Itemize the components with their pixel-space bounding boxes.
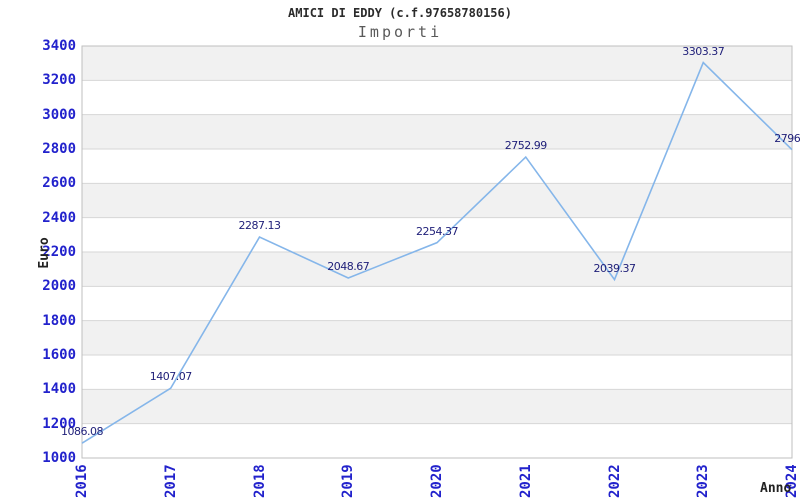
y-tick-label: 2200	[42, 244, 76, 260]
y-tick-label: 1200	[42, 415, 76, 432]
y-axis-title: Euro	[37, 237, 52, 269]
point-label: 2039.37	[593, 261, 637, 275]
point-label: 2796.1	[774, 131, 800, 145]
point-label: 3303.37	[682, 44, 725, 58]
y-tick-label: 3000	[42, 106, 76, 123]
x-tick-label: 2017	[162, 464, 179, 498]
x-tick-label: 2021	[517, 464, 534, 498]
data-line	[81, 61, 793, 444]
point-label: 1407.07	[149, 370, 193, 384]
grid-band	[82, 389, 792, 424]
y-tick-label: 1000	[42, 450, 76, 466]
x-tick-label: 2022	[606, 464, 623, 498]
x-axis-title: Anno	[760, 481, 792, 496]
y-tick-label: 2800	[42, 141, 76, 157]
plot-border	[81, 45, 793, 459]
grid-band	[82, 252, 792, 287]
x-tick-label: 2019	[340, 464, 357, 498]
point-label: 2254.37	[416, 224, 459, 238]
grid-band	[82, 183, 792, 218]
grid-band	[82, 320, 792, 355]
grid-band	[82, 114, 792, 149]
y-tick-label: 3400	[42, 38, 76, 54]
x-tick-label: 2020	[429, 464, 445, 498]
point-label: 1086.08	[61, 425, 104, 439]
y-tick-label: 2600	[42, 175, 76, 192]
chart-title: AMICI DI EDDY (c.f.97658780156)	[288, 6, 512, 20]
grid-band	[82, 46, 792, 81]
point-label: 2752.99	[504, 139, 548, 153]
x-tick-label: 2018	[251, 464, 268, 498]
y-tick-label: 1600	[42, 347, 76, 363]
point-label: 2287.13	[238, 219, 282, 233]
y-tick-label: 1400	[42, 381, 76, 398]
x-tick-label: 2023	[695, 464, 712, 498]
y-tick-label: 2400	[42, 209, 76, 226]
y-tick-label: 3200	[42, 72, 76, 89]
chart-subtitle: Importi	[357, 23, 443, 41]
point-label: 2048.67	[327, 259, 370, 273]
y-tick-label: 1800	[42, 312, 76, 329]
y-tick-label: 2000	[42, 278, 76, 295]
x-tick-label: 2016	[74, 464, 90, 498]
